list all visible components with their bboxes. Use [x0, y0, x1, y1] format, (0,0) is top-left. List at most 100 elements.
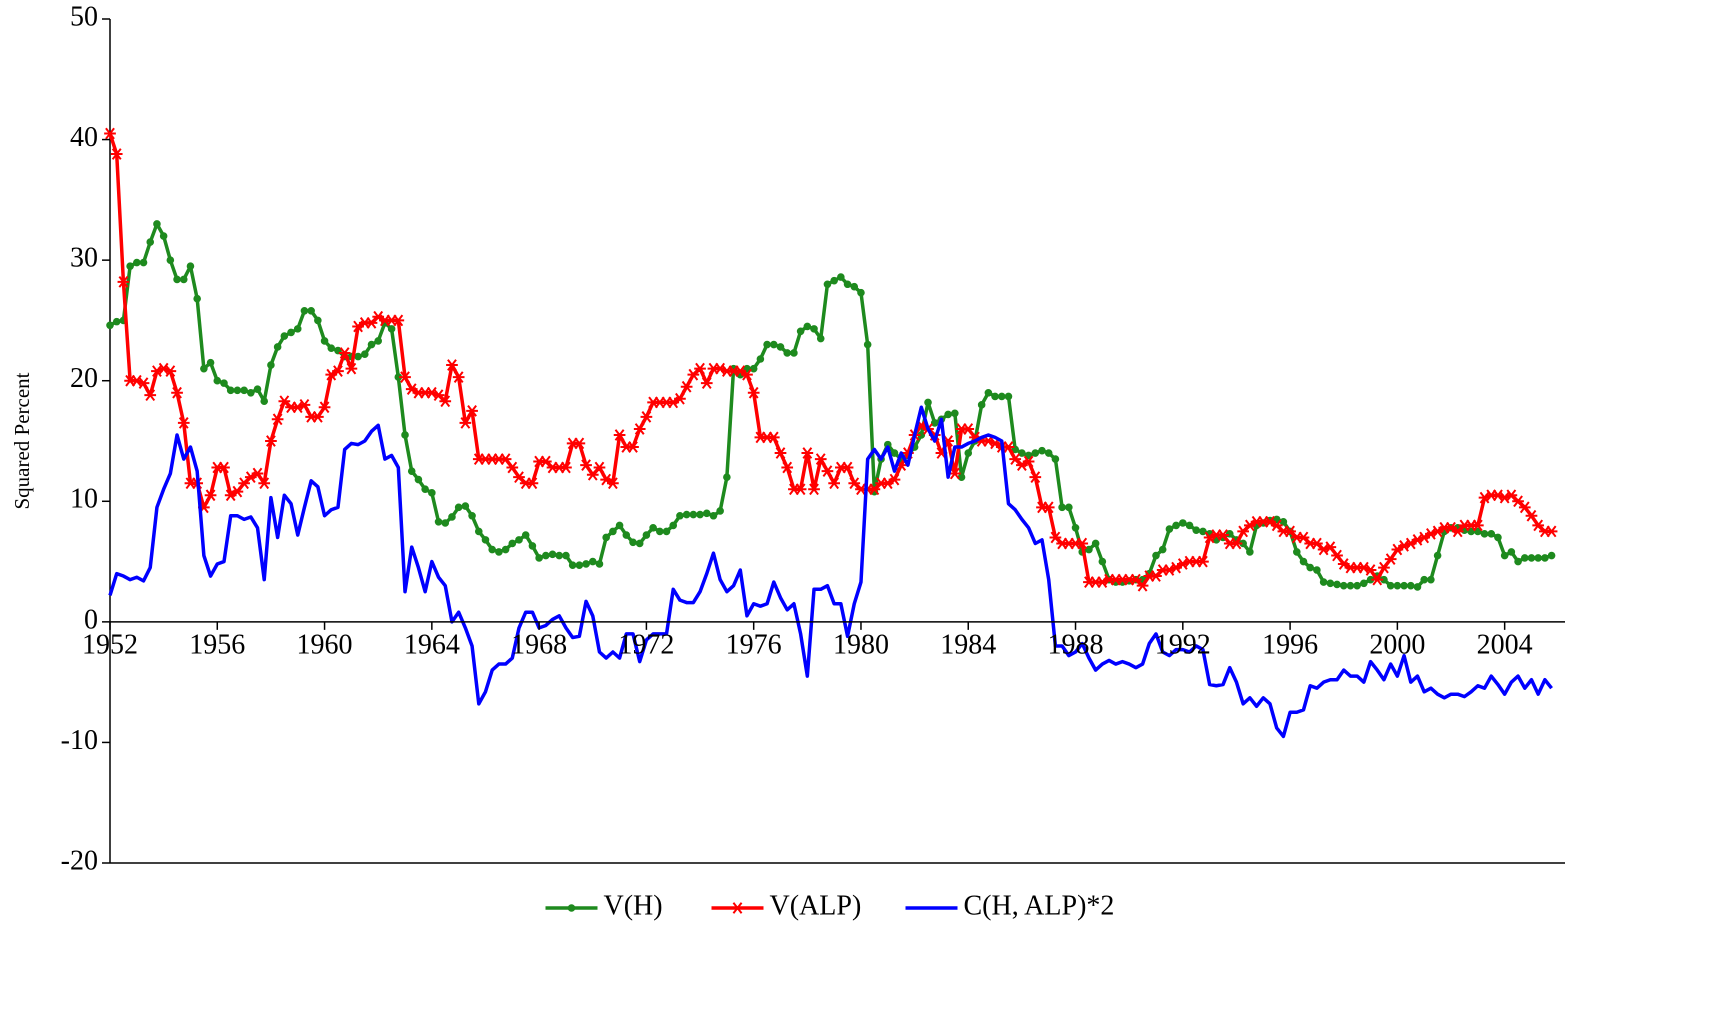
point-marker [588, 557, 597, 566]
point-marker [1547, 551, 1556, 560]
point-marker [944, 410, 952, 419]
point-marker [948, 467, 961, 480]
point-marker [1514, 557, 1522, 566]
point-marker [515, 536, 523, 544]
point-marker [656, 527, 664, 536]
point-marker [439, 395, 452, 408]
point-marker [1487, 530, 1496, 538]
y-tick-label: -20 [61, 845, 98, 876]
point-marker [345, 362, 358, 375]
point-marker [803, 322, 812, 331]
point-marker [1346, 581, 1355, 590]
point-marker [153, 220, 161, 228]
point-marker [1091, 539, 1100, 548]
x-tick-label: 1964 [404, 629, 460, 660]
x-tick-label: 1976 [726, 629, 782, 660]
legend-label: V(ALP) [770, 890, 862, 921]
point-marker [495, 548, 503, 556]
point-marker [144, 389, 157, 402]
point-marker [741, 368, 753, 381]
y-tick-label: 40 [70, 122, 98, 153]
y-tick-label: 0 [84, 604, 98, 635]
x-tick-label: 1956 [189, 629, 245, 660]
point-marker [139, 258, 148, 267]
point-marker [622, 531, 631, 539]
point-marker [280, 332, 289, 340]
point-marker [488, 545, 496, 554]
point-marker [1311, 537, 1323, 550]
point-marker [1065, 503, 1073, 512]
point-marker [1393, 581, 1402, 590]
point-marker [247, 388, 255, 397]
point-marker [238, 477, 250, 490]
point-marker [633, 423, 646, 435]
point-marker [615, 521, 624, 530]
point-marker [1512, 495, 1524, 508]
point-marker [1230, 537, 1243, 550]
point-marker [474, 527, 483, 536]
point-marker [466, 404, 478, 417]
point-marker [1049, 531, 1062, 544]
point-marker [1031, 449, 1040, 457]
point-marker [528, 542, 537, 550]
point-marker [287, 328, 295, 337]
point-marker [828, 477, 840, 490]
point-marker [680, 380, 693, 393]
point-marker [837, 273, 845, 281]
point-marker [790, 349, 798, 357]
point-marker [1058, 503, 1066, 512]
point-marker [689, 510, 698, 519]
point-marker [1406, 581, 1415, 590]
point-marker [1541, 554, 1549, 562]
point-marker [186, 262, 195, 270]
point-marker [843, 280, 852, 289]
point-marker [159, 232, 168, 240]
point-marker [526, 477, 539, 490]
point-marker [1326, 579, 1335, 588]
point-marker [258, 477, 271, 490]
point-marker [1158, 545, 1167, 554]
point-marker [521, 531, 530, 539]
point-marker [1051, 455, 1060, 463]
point-marker [1098, 557, 1107, 566]
point-marker [595, 560, 604, 568]
point-marker [173, 275, 181, 284]
point-marker [662, 527, 671, 536]
point-marker [367, 340, 376, 349]
point-marker [1520, 554, 1529, 562]
point-marker [709, 511, 718, 520]
point-marker [821, 465, 834, 478]
x-tick-label: 1960 [297, 629, 353, 660]
point-marker [338, 347, 351, 359]
point-marker [1199, 527, 1207, 536]
x-tick-label: 1988 [1048, 629, 1104, 660]
point-marker [763, 340, 771, 349]
point-marker [890, 449, 899, 457]
point-marker [1413, 583, 1422, 591]
point-marker [841, 461, 854, 474]
point-marker [508, 539, 517, 548]
point-marker [642, 531, 651, 539]
point-marker [868, 483, 881, 496]
point-marker [682, 510, 691, 519]
point-marker [694, 362, 706, 375]
point-marker [770, 340, 778, 349]
point-marker [562, 551, 570, 560]
point-marker [298, 398, 311, 411]
point-marker [468, 511, 476, 520]
point-marker [104, 127, 116, 140]
point-marker [1246, 548, 1254, 556]
point-marker [265, 435, 277, 447]
x-tick-label: 1980 [833, 629, 889, 660]
point-marker [1364, 564, 1377, 576]
point-marker [1004, 392, 1013, 401]
point-marker [640, 411, 653, 423]
x-tick-label: 1952 [82, 629, 138, 660]
point-marker [669, 521, 678, 530]
point-marker [112, 317, 121, 326]
x-tick-label: 2000 [1369, 629, 1425, 660]
point-marker [957, 473, 966, 481]
y-tick-label: 10 [70, 484, 98, 515]
point-marker [1400, 581, 1408, 590]
